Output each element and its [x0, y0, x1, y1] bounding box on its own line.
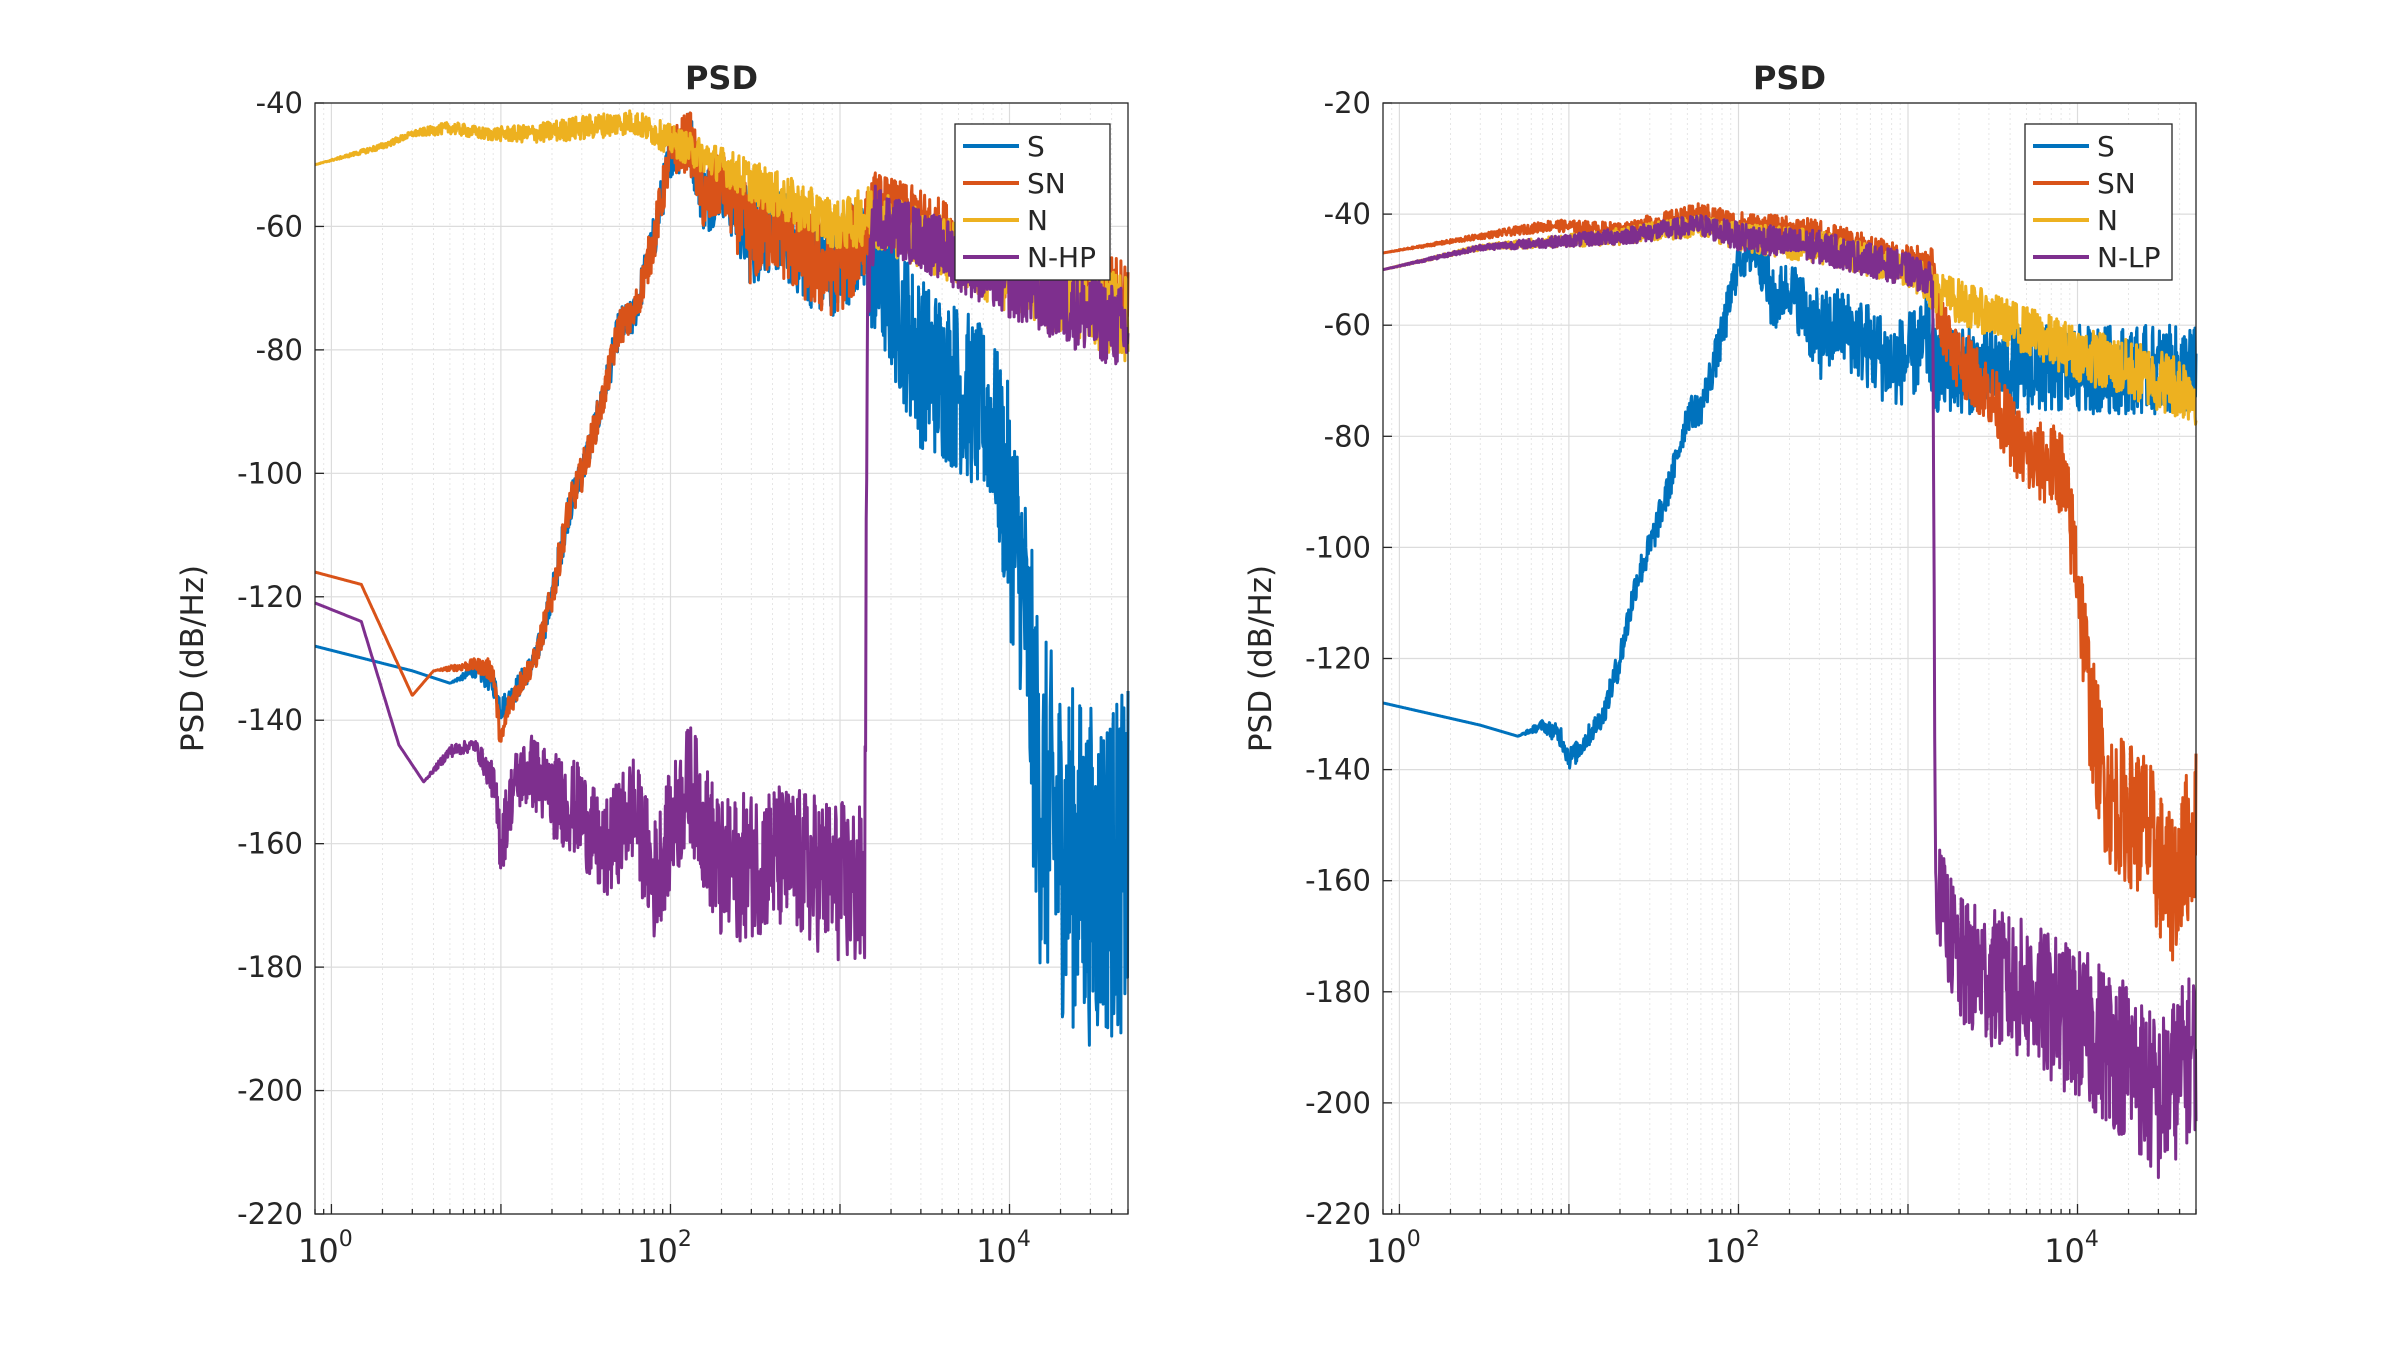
- y-tick-label: -140: [1305, 753, 1371, 787]
- legend-box: [954, 123, 1111, 281]
- chart-2: -220-200-180-160-140-120-100-80-60-40-20…: [1243, 59, 2198, 1270]
- y-tick-label: -220: [1305, 1197, 1371, 1231]
- y-tick-label: -140: [237, 703, 303, 737]
- y-tick-label: -100: [1305, 530, 1371, 564]
- legend-label: S: [2097, 130, 2115, 163]
- y-axis-label: PSD (dB/Hz): [1243, 565, 1279, 752]
- x-tick-base: 10: [976, 1232, 1017, 1270]
- y-axis-label: PSD (dB/Hz): [175, 565, 211, 752]
- x-tick-label: 104: [2044, 1227, 2099, 1270]
- x-tick-exp: 0: [1407, 1227, 1421, 1252]
- y-tick-label: -200: [237, 1074, 303, 1108]
- y-tick-label: -200: [1305, 1086, 1371, 1120]
- legend-label: N: [2097, 204, 2118, 237]
- y-tick-label: -40: [256, 86, 303, 120]
- x-tick-label: 100: [298, 1227, 353, 1270]
- x-tick-base: 10: [637, 1232, 678, 1270]
- y-tick-label: -120: [1305, 642, 1371, 676]
- x-tick-label: 102: [637, 1227, 692, 1270]
- legend-box: [2024, 123, 2173, 281]
- y-tick-label: -220: [237, 1197, 303, 1231]
- chart-title: PSD: [685, 59, 758, 97]
- x-tick-exp: 0: [339, 1227, 353, 1252]
- chart-1: -220-200-180-160-140-120-100-80-60-40100…: [175, 59, 1130, 1270]
- x-tick-label: 102: [1705, 1227, 1760, 1270]
- legend: S SN N N-LP: [2024, 123, 2173, 281]
- x-tick-base: 10: [298, 1232, 339, 1270]
- y-tick-label: -60: [256, 209, 303, 243]
- x-tick-exp: 4: [1017, 1227, 1031, 1252]
- x-tick-exp: 2: [1746, 1227, 1760, 1252]
- x-tick-base: 10: [1705, 1232, 1746, 1270]
- legend-label: N-HP: [1027, 241, 1096, 274]
- x-tick-label: 100: [1366, 1227, 1421, 1270]
- y-tick-label: -160: [237, 827, 303, 861]
- series-group: [1382, 202, 2198, 1179]
- x-tick-base: 10: [1366, 1232, 1407, 1270]
- series-line-sn: [1382, 202, 2198, 962]
- legend-label: N: [1027, 204, 1048, 237]
- legend-label: S: [1027, 130, 1045, 163]
- y-tick-label: -40: [1324, 197, 1371, 231]
- series-line-n-lp: [1382, 214, 2198, 1179]
- y-tick-label: -160: [1305, 864, 1371, 898]
- x-tick-exp: 2: [678, 1227, 692, 1252]
- y-tick-label: -80: [256, 333, 303, 367]
- x-tick-exp: 4: [2085, 1227, 2099, 1252]
- y-tick-label: -100: [237, 456, 303, 490]
- series-line-s: [1382, 224, 2198, 770]
- chart-title: PSD: [1753, 59, 1826, 97]
- legend: S SN N N-HP: [954, 123, 1111, 281]
- y-tick-label: -120: [237, 580, 303, 614]
- legend-label: SN: [2097, 167, 2136, 200]
- x-tick-base: 10: [2044, 1232, 2085, 1270]
- y-tick-label: -60: [1324, 308, 1371, 342]
- y-tick-label: -180: [237, 950, 303, 984]
- y-tick-label: -180: [1305, 975, 1371, 1009]
- legend-label: N-LP: [2097, 241, 2161, 274]
- y-tick-label: -80: [1324, 419, 1371, 453]
- x-tick-label: 104: [976, 1227, 1031, 1270]
- y-tick-label: -20: [1324, 86, 1371, 120]
- legend-label: SN: [1027, 167, 1066, 200]
